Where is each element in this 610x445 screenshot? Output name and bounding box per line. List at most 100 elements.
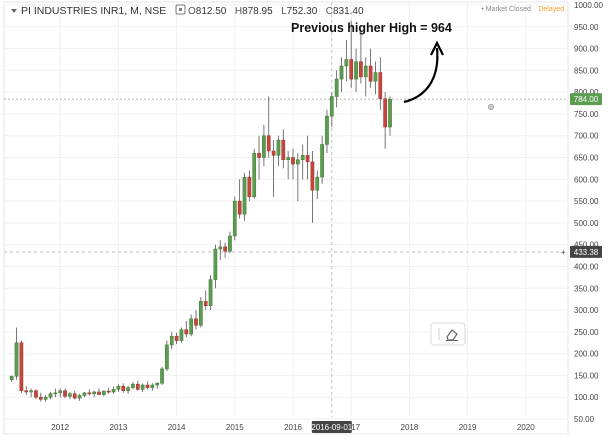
candle-down[interactable] — [34, 389, 38, 400]
candle-up[interactable] — [373, 61, 378, 95]
candle-up[interactable] — [329, 92, 334, 128]
candle-down[interactable] — [266, 96, 271, 158]
candle-up[interactable] — [179, 327, 184, 343]
crosshair-plus-icon[interactable]: + — [561, 248, 566, 257]
candle-up[interactable] — [29, 388, 33, 398]
candle-up[interactable] — [363, 57, 368, 97]
candle-up[interactable] — [102, 390, 106, 397]
candle-up[interactable] — [116, 384, 121, 392]
candle-down[interactable] — [184, 320, 189, 338]
collapse-icon[interactable] — [11, 9, 17, 13]
candle-down[interactable] — [257, 135, 261, 180]
candle-body — [266, 135, 271, 152]
candle-up[interactable] — [140, 383, 145, 392]
candle-up[interactable] — [131, 381, 135, 390]
x-tick-label: 2012 — [51, 423, 69, 432]
candle-up[interactable] — [344, 39, 349, 82]
candle-up[interactable] — [339, 57, 344, 93]
candle-up[interactable] — [325, 109, 329, 154]
arrow-head-icon — [430, 40, 444, 56]
candle-down[interactable] — [223, 242, 227, 258]
candle-down[interactable] — [378, 57, 383, 110]
candle-up[interactable] — [169, 331, 174, 350]
candle-up[interactable] — [48, 391, 53, 400]
candle-down[interactable] — [383, 92, 387, 149]
candle-up[interactable] — [150, 383, 155, 391]
x-tick-label: 2018 — [401, 423, 419, 432]
candle-up[interactable] — [320, 135, 324, 184]
candle-down[interactable] — [174, 332, 179, 345]
candle-down[interactable] — [24, 386, 29, 396]
candle-body — [87, 392, 92, 395]
candle-down[interactable] — [349, 20, 354, 88]
settings-icon[interactable] — [175, 4, 186, 15]
candle-up[interactable] — [262, 124, 266, 167]
candle-down[interactable] — [305, 135, 310, 180]
candle-up[interactable] — [296, 153, 300, 202]
ohlc-readout: O812.50 H878.95 L752.30 C831.40 — [188, 1, 364, 18]
candle-up[interactable] — [92, 390, 97, 398]
candle-up[interactable] — [334, 70, 339, 108]
candle-down[interactable] — [72, 390, 77, 400]
candle-up[interactable] — [199, 296, 203, 328]
candle-up[interactable] — [126, 385, 130, 394]
candle-up[interactable] — [315, 170, 320, 199]
candle-up[interactable] — [354, 48, 358, 93]
candle-up[interactable] — [218, 240, 223, 260]
candle-up[interactable] — [165, 340, 169, 372]
candle-up[interactable] — [155, 381, 160, 389]
candle-down[interactable] — [87, 389, 92, 396]
candle-up[interactable] — [232, 196, 237, 241]
candle-up[interactable] — [14, 327, 19, 380]
candle-up[interactable] — [208, 275, 213, 311]
candle-down[interactable] — [63, 388, 67, 399]
candle-up[interactable] — [43, 395, 48, 402]
candle-body — [378, 72, 383, 99]
price-axis[interactable]: 1000.00 950.00 900.00 850.00 800.00 750.00 700… — [570, 1, 603, 424]
candle-up[interactable] — [213, 244, 218, 289]
candle-down[interactable] — [203, 290, 208, 311]
candle-up[interactable] — [242, 172, 247, 221]
candle-body — [242, 176, 247, 215]
candle-body — [29, 390, 33, 393]
candle-up[interactable] — [58, 388, 63, 398]
candle-down[interactable] — [281, 129, 286, 169]
candle-down[interactable] — [121, 383, 126, 393]
candle-down[interactable] — [19, 340, 24, 393]
candle-down[interactable] — [97, 388, 101, 396]
candle-down[interactable] — [359, 31, 363, 84]
candle-up[interactable] — [53, 388, 58, 398]
candle-up[interactable] — [276, 135, 281, 167]
candle-down[interactable] — [135, 380, 140, 391]
candle-down[interactable] — [291, 148, 295, 180]
candle-down[interactable] — [38, 392, 43, 402]
drawing-anchor-dot[interactable] — [487, 104, 494, 111]
ohlc-high-value: 878.95 — [242, 6, 273, 17]
candle-up[interactable] — [228, 231, 232, 254]
candle-down[interactable] — [145, 381, 150, 390]
candle-up[interactable] — [68, 391, 72, 400]
candle-up[interactable] — [111, 386, 116, 394]
eraser-tool-button[interactable] — [430, 322, 466, 346]
y-tick-label: 200.00 — [574, 350, 599, 359]
candle-up[interactable] — [160, 366, 164, 386]
candle-up[interactable] — [82, 391, 87, 398]
candle-up[interactable] — [189, 314, 194, 337]
candle-down[interactable] — [271, 140, 276, 197]
candle-up[interactable] — [286, 150, 290, 180]
candle-body — [228, 235, 232, 252]
candle-body — [315, 176, 320, 191]
candle-up[interactable] — [9, 375, 14, 382]
candle-up[interactable] — [77, 393, 82, 401]
candle-down[interactable] — [106, 387, 111, 394]
candle-up[interactable] — [388, 96, 392, 136]
time-axis[interactable]: 2012201320142015201620172018201920202016… — [51, 421, 535, 433]
candle-up[interactable] — [300, 144, 305, 180]
candle-down[interactable] — [368, 48, 373, 88]
candle-up[interactable] — [252, 148, 257, 199]
candle-down[interactable] — [247, 170, 252, 202]
candle-down[interactable] — [194, 310, 198, 330]
candle-body — [223, 246, 227, 252]
candle-down[interactable] — [237, 179, 242, 219]
candle-down[interactable] — [310, 150, 315, 223]
